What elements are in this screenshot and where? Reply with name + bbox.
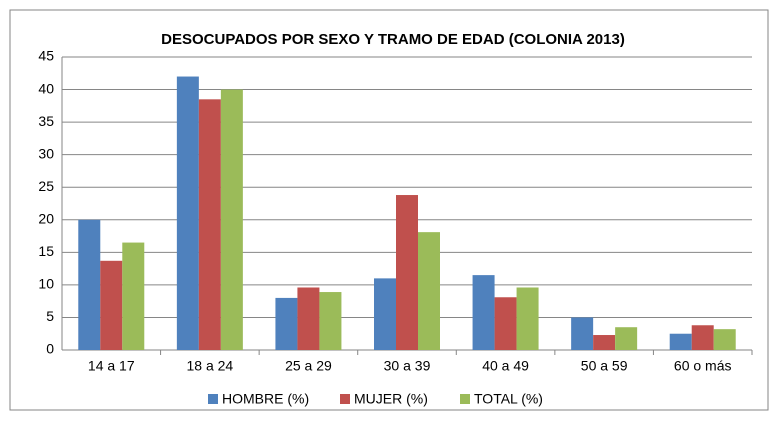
legend-label: HOMBRE (%)	[222, 391, 309, 407]
bar	[374, 278, 396, 350]
bar	[691, 325, 714, 350]
bar	[122, 242, 145, 350]
x-tick-label: 25 a 29	[285, 358, 332, 374]
bar	[713, 329, 736, 350]
bar	[418, 232, 440, 350]
bar	[516, 287, 539, 350]
bar	[198, 99, 221, 350]
y-tick-label: 5	[46, 308, 54, 324]
bar	[297, 287, 320, 350]
y-tick-label: 15	[38, 243, 54, 259]
chart-title: DESOCUPADOS POR SEXO Y TRAMO DE EDAD (CO…	[161, 31, 625, 48]
legend-swatch	[460, 394, 470, 404]
bar	[593, 335, 616, 350]
legend-label: MUJER (%)	[354, 391, 428, 407]
bar	[78, 219, 101, 350]
x-tick-label: 50 a 59	[581, 358, 628, 374]
bar	[275, 297, 298, 350]
x-tick-label: 18 a 24	[186, 358, 233, 374]
bar	[571, 317, 594, 350]
legend-swatch	[340, 394, 350, 404]
y-tick-label: 35	[38, 113, 54, 129]
y-tick-label: 40	[38, 80, 54, 96]
y-tick-label: 45	[38, 48, 54, 64]
bar	[176, 76, 199, 351]
y-tick-label: 20	[38, 210, 54, 226]
y-tick-label: 10	[38, 276, 54, 292]
legend-label: TOTAL (%)	[474, 391, 543, 407]
bar	[615, 327, 638, 350]
y-tick-label: 0	[46, 341, 54, 357]
y-tick-label: 25	[38, 178, 54, 194]
bar	[319, 292, 342, 350]
bar	[472, 275, 495, 350]
y-tick-label: 30	[38, 145, 54, 161]
bar	[220, 89, 243, 351]
x-tick-label: 14 a 17	[88, 358, 135, 374]
bar	[100, 260, 123, 350]
bar	[669, 333, 692, 350]
x-tick-label: 40 a 49	[482, 358, 529, 374]
bar	[396, 195, 418, 350]
x-tick-label: 60 o más	[674, 358, 732, 374]
legend-swatch	[208, 394, 218, 404]
x-tick-label: 30 a 39	[384, 358, 431, 374]
bar	[494, 297, 517, 350]
